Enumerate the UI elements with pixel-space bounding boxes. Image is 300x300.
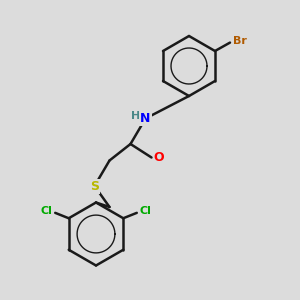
Text: Cl: Cl <box>41 206 53 216</box>
Text: Br: Br <box>232 36 247 46</box>
Text: O: O <box>154 151 164 164</box>
Text: N: N <box>140 112 151 125</box>
Text: Cl: Cl <box>139 206 151 216</box>
Text: S: S <box>90 179 99 193</box>
Text: H: H <box>131 111 140 121</box>
